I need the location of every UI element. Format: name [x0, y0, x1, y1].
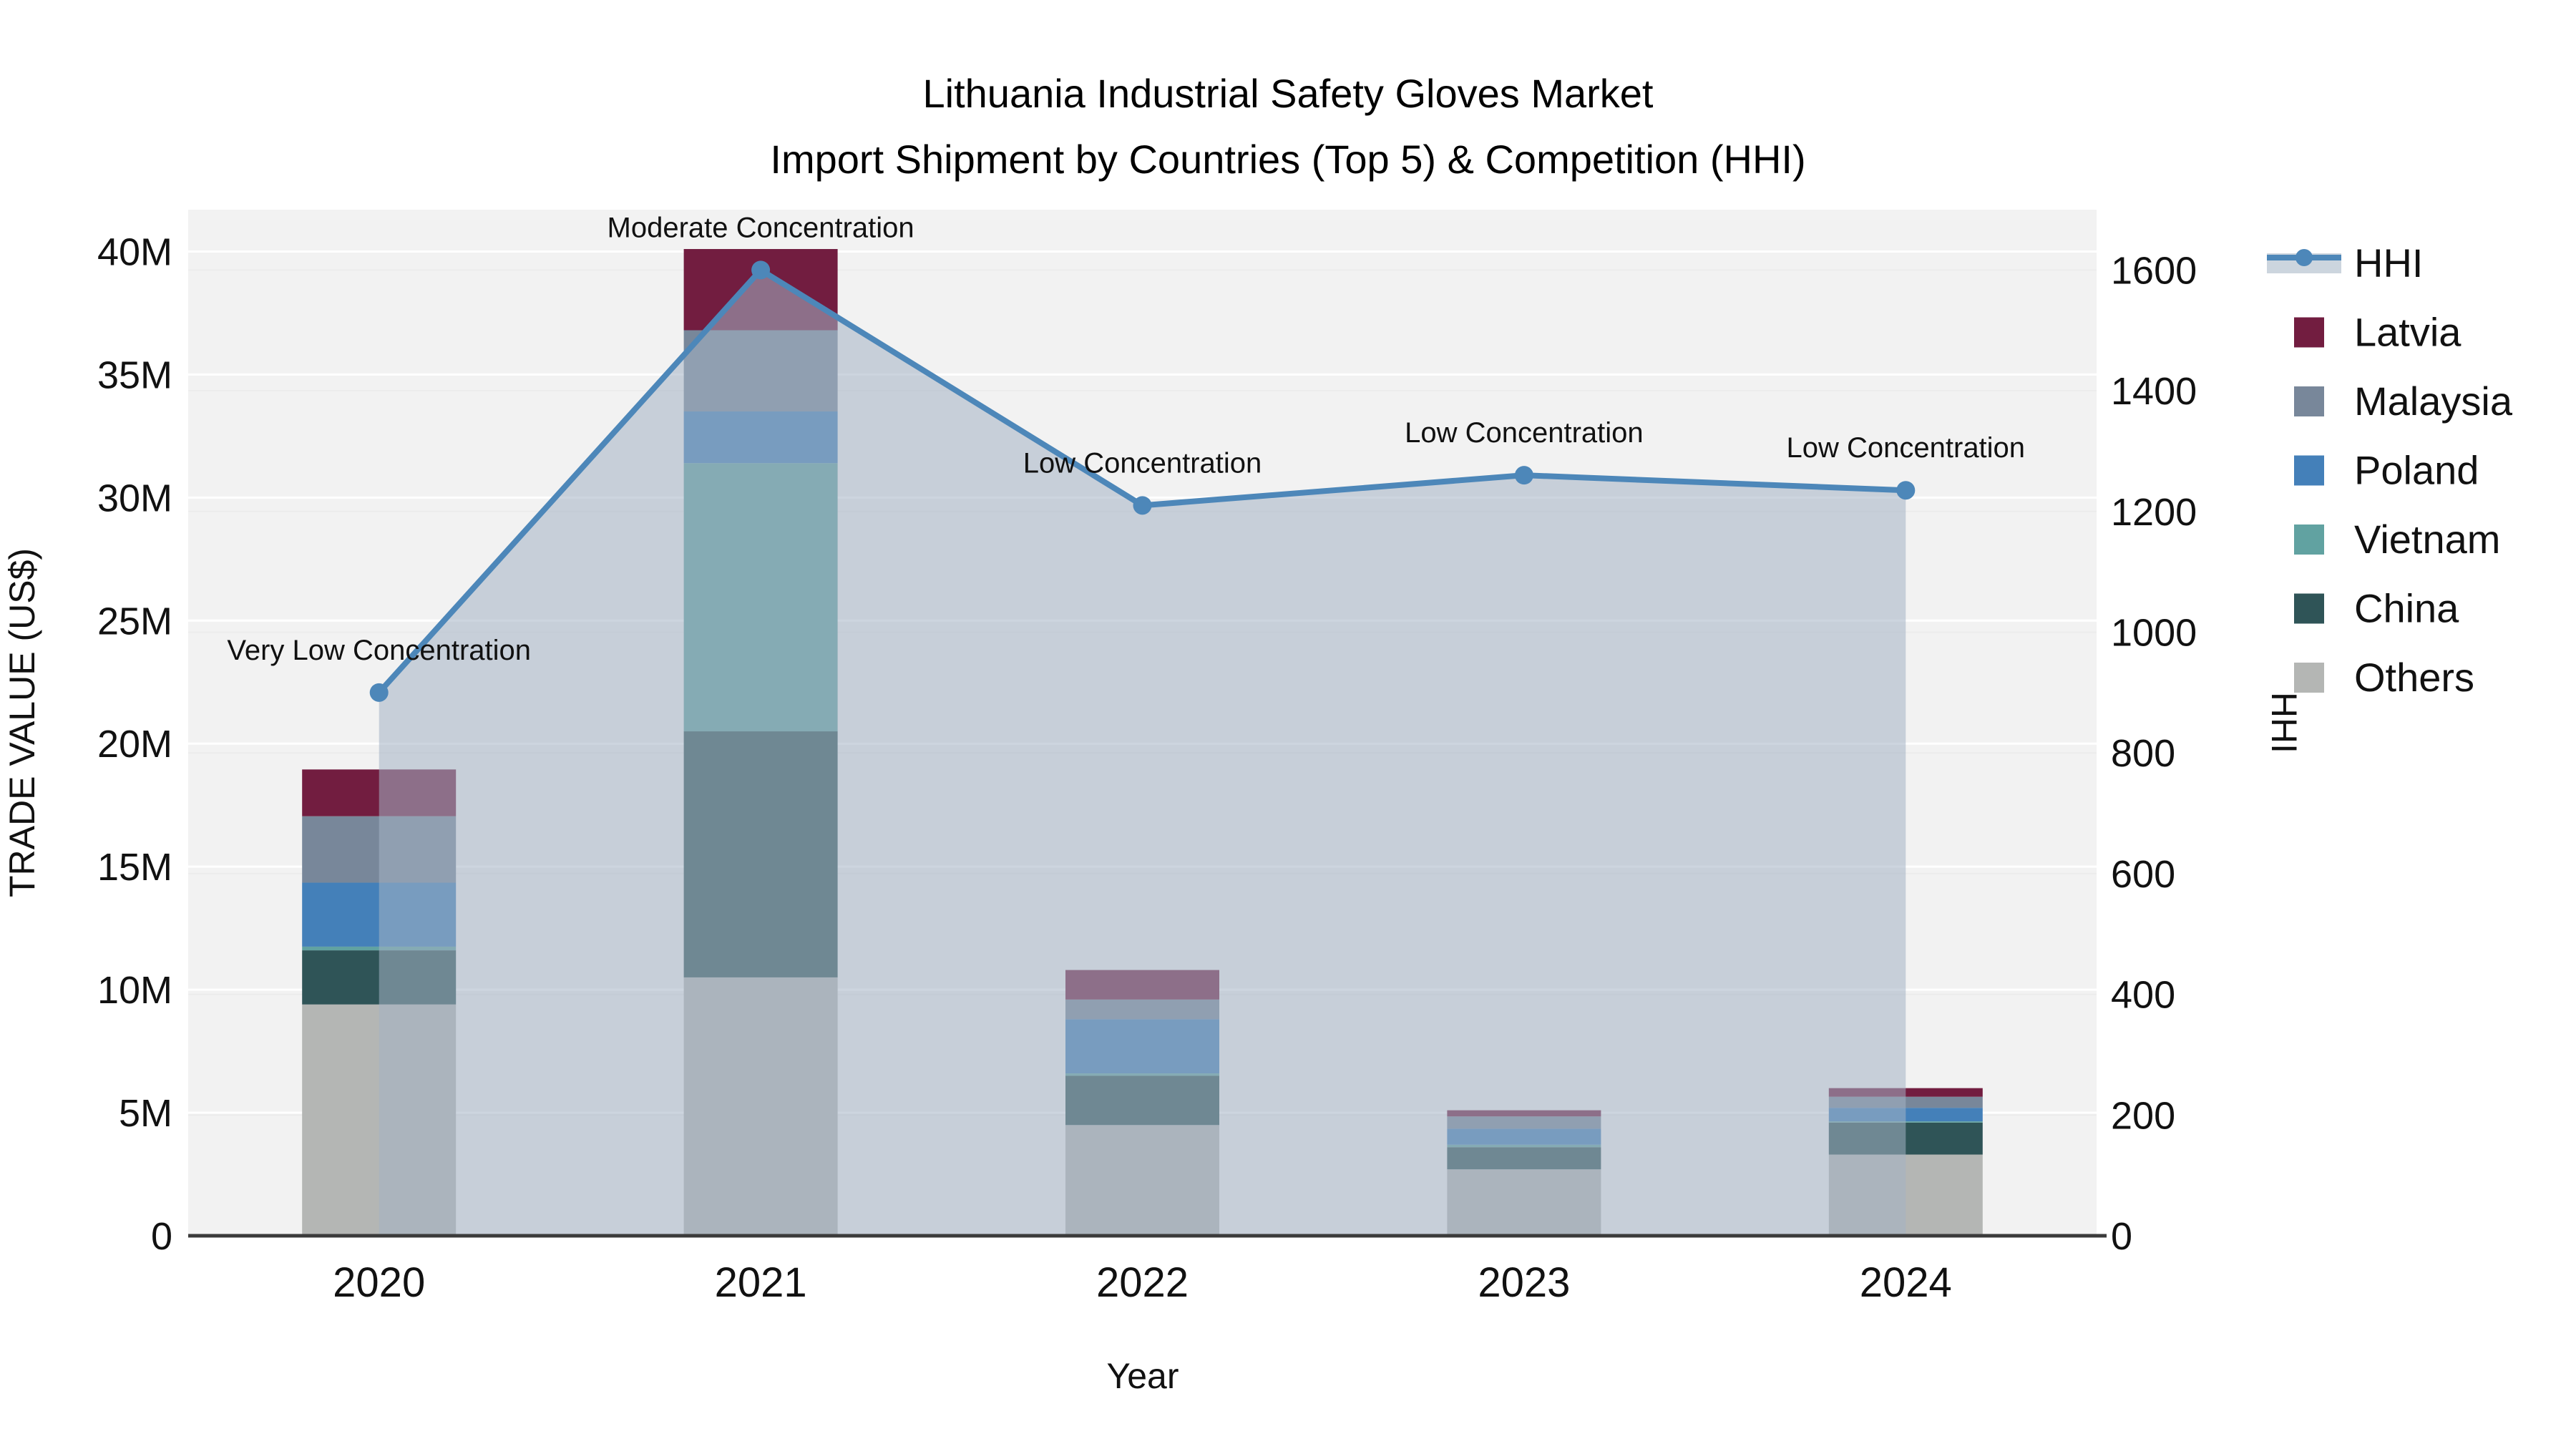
y2-axis-tick-label: 1000	[2111, 611, 2197, 654]
annotation: Moderate Concentration	[608, 212, 914, 243]
x-axis-title: Year	[1106, 1356, 1179, 1396]
y2-axis-tick-label: 1600	[2111, 249, 2197, 292]
y-axis-tick-label: 0	[151, 1215, 172, 1258]
legend-swatch-others	[2294, 663, 2324, 693]
legend-label-china: China	[2354, 586, 2459, 631]
x-axis-tick-label: 2020	[333, 1259, 425, 1306]
legend-swatch-vietnam	[2294, 525, 2324, 555]
legend-item-hhi[interactable]: HHI	[2267, 240, 2423, 286]
hhi-marker	[369, 683, 389, 702]
annotation: Low Concentration	[1787, 432, 2026, 464]
legend-item-others[interactable]: Others	[2294, 655, 2474, 700]
hhi-marker	[1514, 466, 1533, 485]
legend-hhi-marker-swatch	[2296, 249, 2313, 266]
legend-item-malaysia[interactable]: Malaysia	[2294, 379, 2513, 424]
y2-axis-tick-label: 800	[2111, 732, 2175, 775]
hhi-area	[379, 270, 1906, 1236]
legend-label-malaysia: Malaysia	[2354, 379, 2513, 424]
x-axis-tick-label: 2024	[1860, 1259, 1952, 1306]
y-axis-title-right: HHI	[2264, 692, 2304, 753]
legend-swatch-poland	[2294, 455, 2324, 486]
y2-axis-tick-label: 0	[2111, 1215, 2132, 1258]
legend-item-vietnam[interactable]: Vietnam	[2294, 517, 2500, 562]
annotation: Low Concentration	[1023, 447, 1262, 479]
legend-swatch-malaysia	[2294, 386, 2324, 416]
y-axis-title-left: TRADE VALUE (US$)	[2, 548, 42, 897]
legend-swatch-latvia	[2294, 317, 2324, 348]
y-axis-tick-label: 15M	[97, 846, 172, 889]
annotation: Low Concentration	[1405, 417, 1644, 449]
legend-item-china[interactable]: China	[2294, 586, 2459, 631]
y-axis-tick-label: 10M	[97, 969, 172, 1012]
y-axis-tick-label: 5M	[119, 1092, 172, 1135]
chart-title-line2: Import Shipment by Countries (Top 5) & C…	[770, 137, 1805, 182]
hhi-marker	[1133, 496, 1152, 515]
y-axis-tick-label: 20M	[97, 723, 172, 766]
chart-title-line1: Lithuania Industrial Safety Gloves Marke…	[923, 71, 1654, 116]
y2-axis-tick-label: 1200	[2111, 491, 2197, 534]
y2-axis-tick-label: 200	[2111, 1094, 2175, 1137]
y-axis-tick-label: 30M	[97, 477, 172, 519]
hhi-marker	[751, 260, 771, 280]
x-axis-tick-label: 2023	[1478, 1259, 1570, 1306]
x-axis-tick-label: 2022	[1096, 1259, 1189, 1306]
y2-axis-tick-label: 400	[2111, 974, 2175, 1017]
legend-item-poland[interactable]: Poland	[2294, 448, 2479, 493]
y2-axis-tick-label: 1400	[2111, 370, 2197, 413]
y-axis-tick-label: 40M	[97, 230, 172, 273]
legend-swatch-china	[2294, 593, 2324, 624]
legend-label-poland: Poland	[2354, 448, 2479, 493]
x-axis-tick-label: 2021	[715, 1259, 807, 1306]
y-axis-tick-label: 35M	[97, 353, 172, 396]
annotation: Very Low Concentration	[227, 635, 531, 666]
y-axis-tick-label: 25M	[97, 600, 172, 643]
legend-label-hhi: HHI	[2354, 240, 2423, 286]
legend-label-vietnam: Vietnam	[2354, 517, 2500, 562]
hhi-marker	[1896, 481, 1916, 500]
y2-axis-tick-label: 600	[2111, 853, 2175, 896]
legend-label-latvia: Latvia	[2354, 310, 2462, 355]
legend-label-others: Others	[2354, 655, 2474, 700]
legend-item-latvia[interactable]: Latvia	[2294, 310, 2462, 355]
